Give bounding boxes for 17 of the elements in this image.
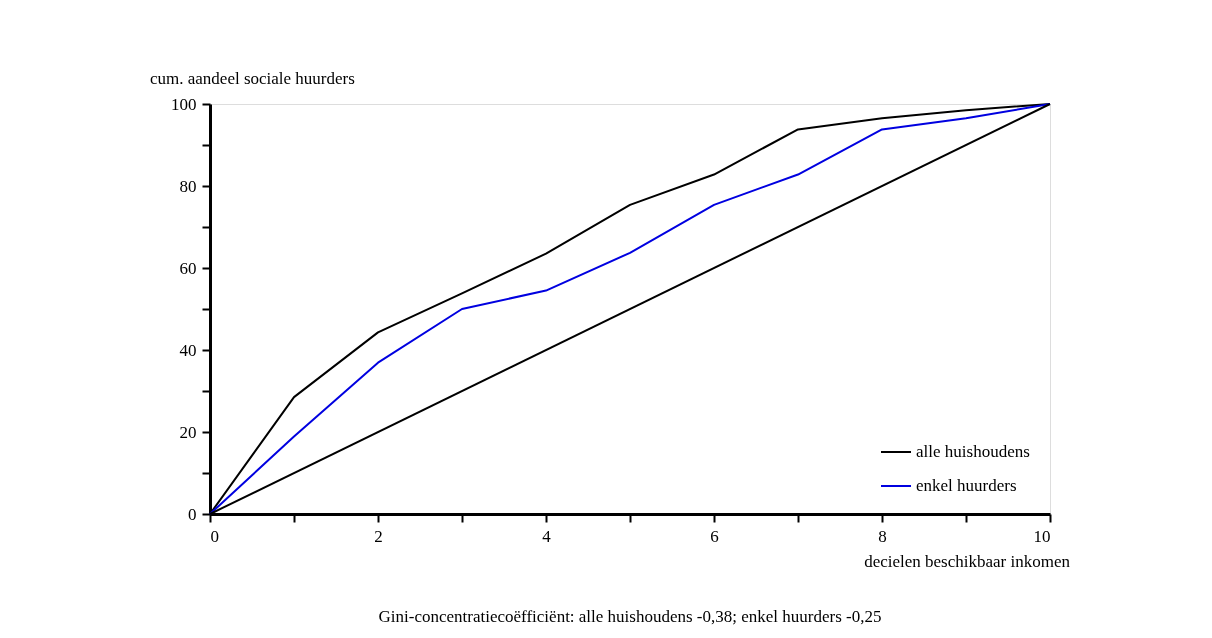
x-tick-label: 2	[374, 526, 383, 546]
x-tick-label: 4	[542, 526, 552, 546]
y-tick-label: 80	[179, 176, 197, 196]
legend-label: alle huishoudens	[916, 442, 1030, 461]
y-tick-label: 100	[171, 94, 197, 114]
legend-label: enkel huurders	[916, 476, 1017, 495]
x-axis-title: decielen beschikbaar inkomen	[864, 552, 1071, 571]
y-tick-label: 40	[179, 340, 197, 360]
y-axis-title: cum. aandeel sociale huurders	[150, 69, 355, 88]
x-tick-label: 10	[1033, 526, 1051, 546]
y-tick-label: 60	[179, 258, 197, 278]
y-tick-label: 20	[179, 422, 197, 442]
x-tick-label: 6	[710, 526, 719, 546]
x-tick-label: 8	[878, 526, 887, 546]
x-tick-label: 0	[210, 526, 219, 546]
y-tick-label: 0	[188, 504, 197, 524]
text: Gini-concentratiecoëfficiënt: alle huishoudens -0,38; enkel huurders -0,25	[378, 607, 882, 626]
